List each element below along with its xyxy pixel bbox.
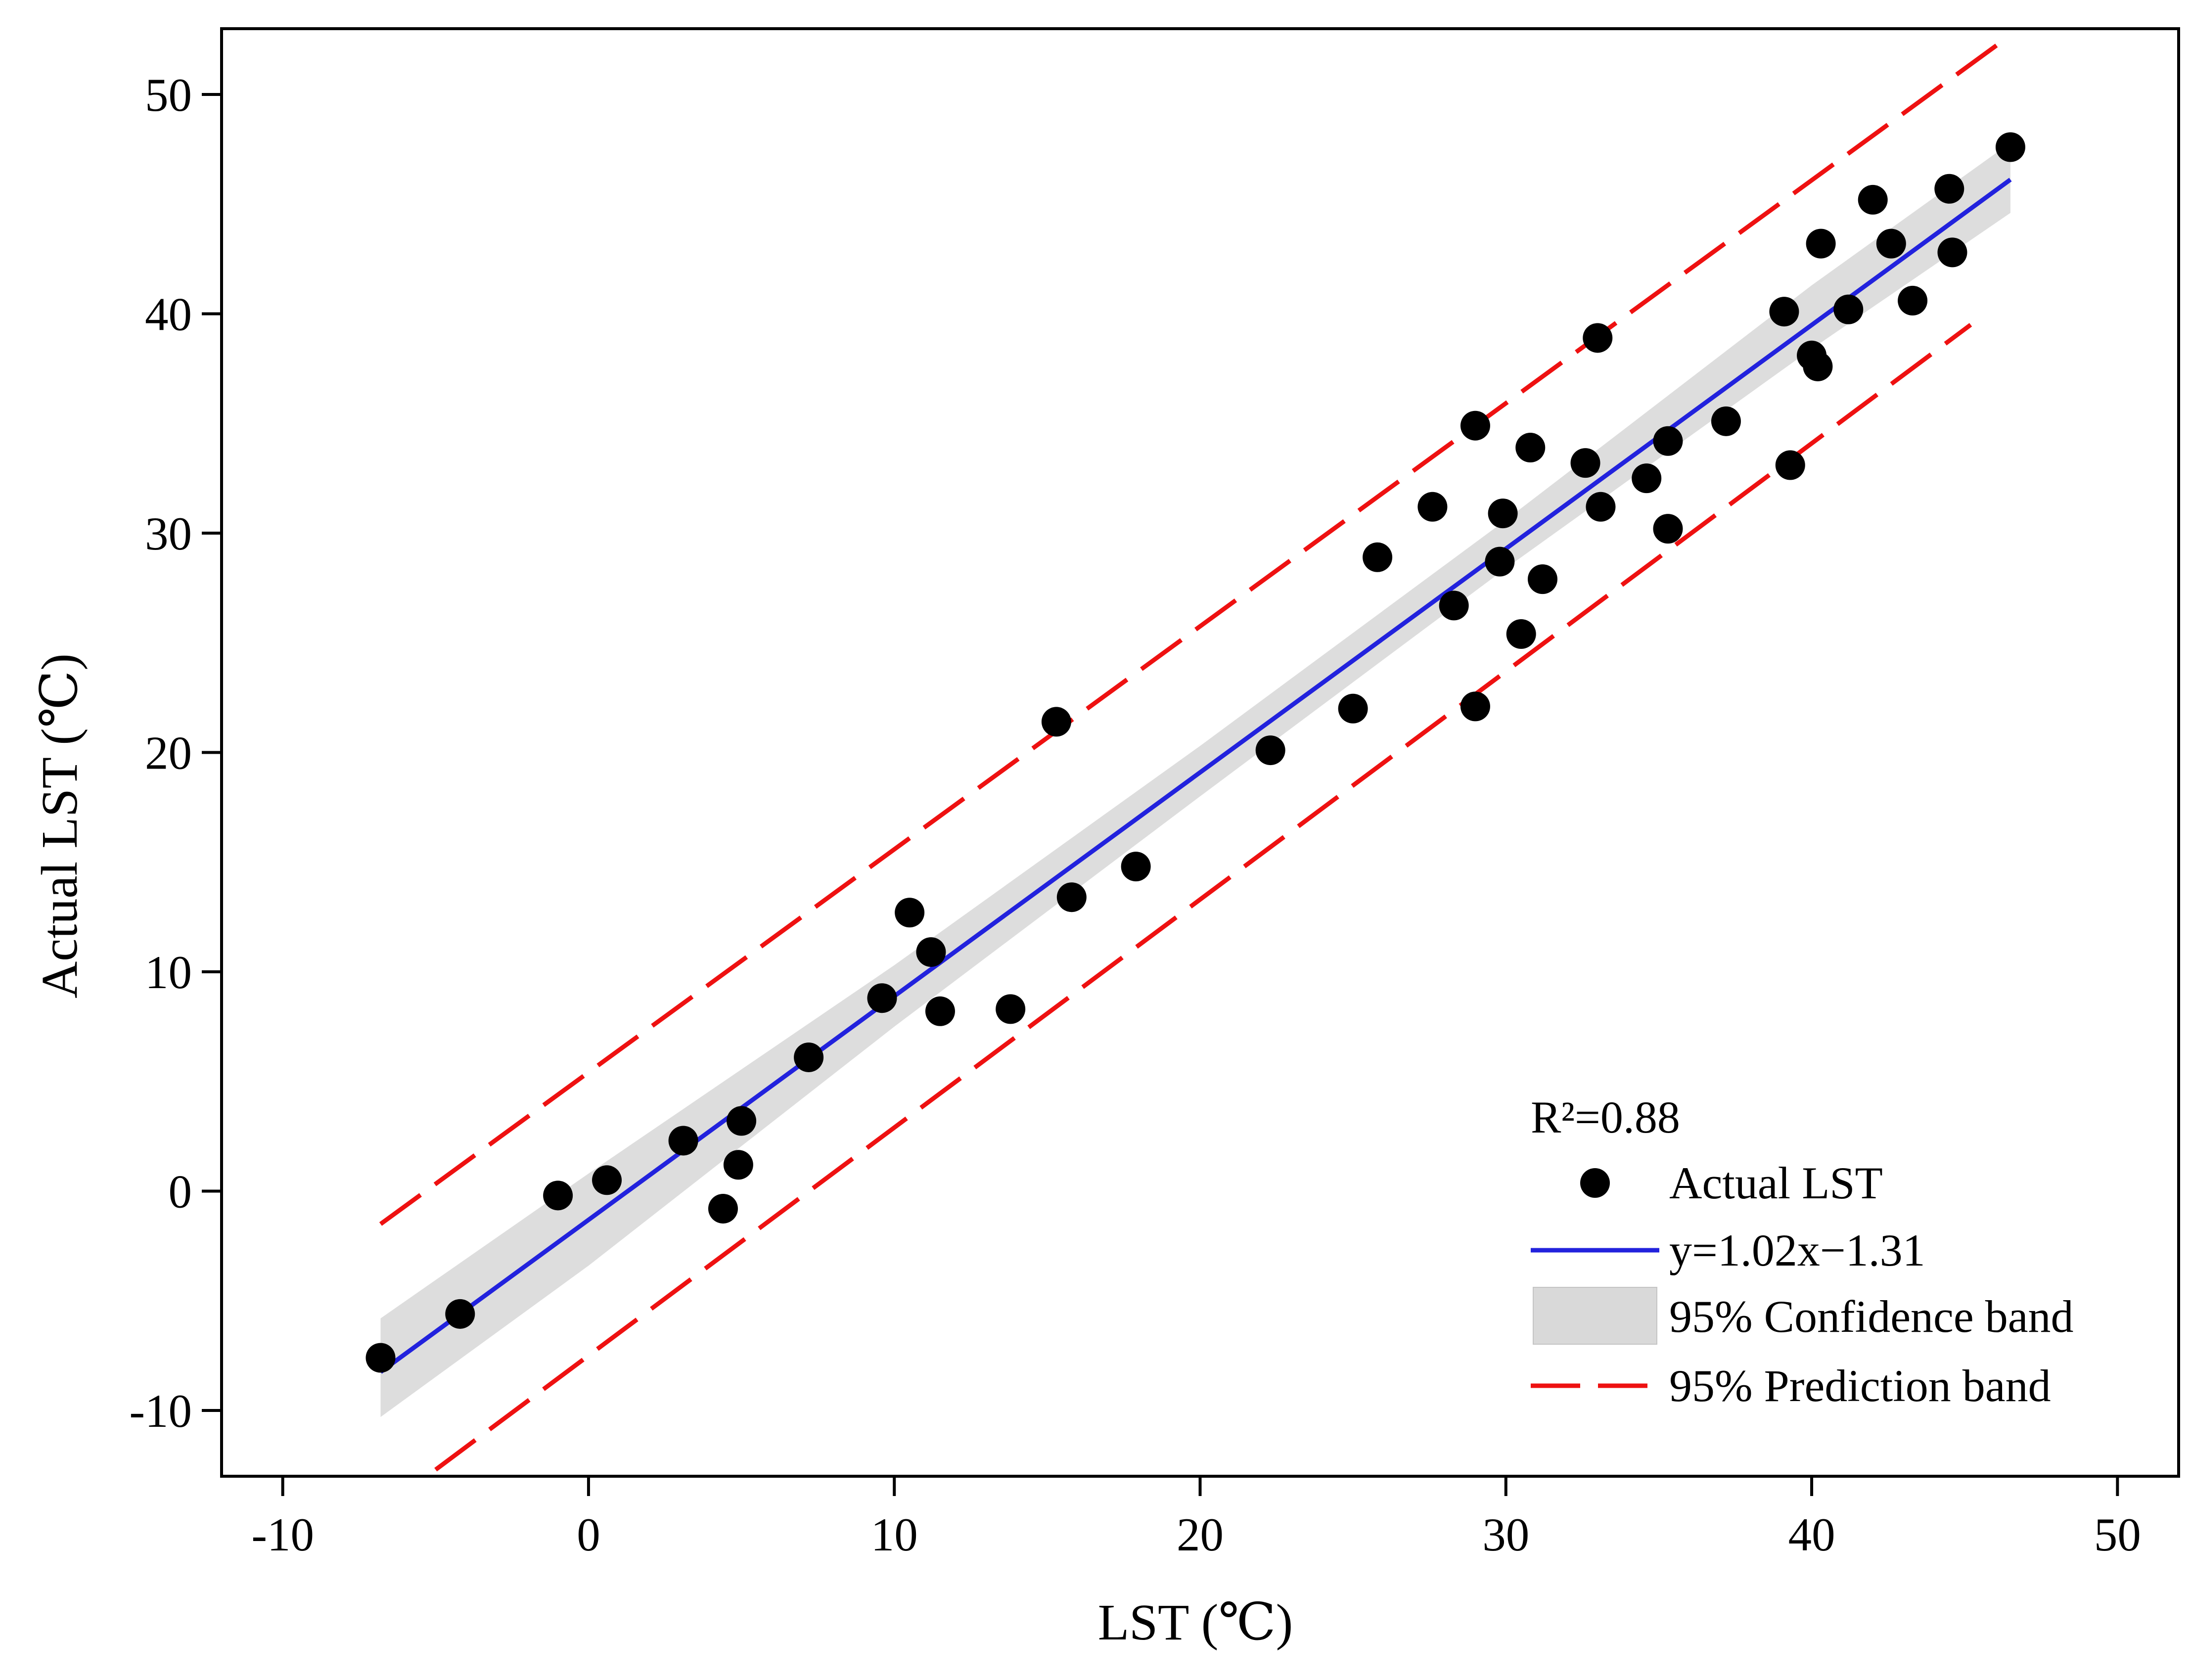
data-point	[1338, 693, 1368, 724]
x-tick-label: -10	[251, 1508, 314, 1561]
data-point	[1056, 882, 1087, 912]
data-point	[867, 983, 897, 1013]
y-tick-label: 30	[145, 507, 192, 560]
data-point	[708, 1193, 738, 1224]
legend: R²=0.88 Actual LST y=1.02x−1.31 95% Conf…	[1531, 1092, 2074, 1411]
data-point	[1570, 448, 1600, 478]
y-tick-label: 50	[145, 69, 192, 121]
data-point	[1515, 433, 1546, 463]
data-point	[895, 898, 925, 928]
data-point	[668, 1126, 698, 1156]
data-point	[543, 1181, 573, 1211]
data-point	[445, 1299, 475, 1329]
data-point	[1937, 237, 1967, 268]
x-tick-label: 40	[1788, 1508, 1835, 1561]
y-tick-label: 40	[145, 288, 192, 341]
data-point	[1775, 450, 1805, 480]
y-tick-label: 0	[169, 1165, 192, 1218]
legend-label-confidence-band: 95% Confidence band	[1669, 1291, 2074, 1342]
data-point	[1769, 297, 1799, 327]
regression-line	[379, 178, 2012, 1374]
data-point	[723, 1150, 753, 1180]
data-point	[996, 994, 1026, 1024]
x-axis-title: LST (℃)	[1098, 1594, 1293, 1651]
legend-symbol-actual-lst	[1580, 1168, 1610, 1198]
data-point	[1439, 590, 1469, 621]
legend-label-fit-line: y=1.02x−1.31	[1669, 1225, 1925, 1275]
data-point	[1527, 564, 1557, 594]
data-point	[1041, 707, 1071, 737]
r-squared-annotation: R²=0.88	[1531, 1092, 1680, 1142]
data-point	[1653, 426, 1683, 456]
data-point	[1711, 406, 1741, 436]
data-point	[916, 937, 946, 967]
data-point	[592, 1165, 622, 1195]
data-point	[925, 996, 955, 1026]
data-point	[1255, 735, 1285, 766]
data-point	[1506, 619, 1536, 649]
data-point	[1995, 132, 2025, 162]
x-tick-label: 10	[871, 1508, 918, 1561]
legend-symbol-confidence-band	[1533, 1287, 1657, 1345]
axes: -10 0 10 20 30 40 50 -10 0 10 20 30 40 50	[129, 27, 2180, 1561]
data-point	[794, 1042, 824, 1072]
plot-area	[365, 33, 2025, 1472]
legend-label-actual-lst: Actual LST	[1669, 1158, 1883, 1208]
x-tick-label: 0	[577, 1508, 600, 1561]
y-tick-label: -10	[129, 1385, 192, 1437]
data-point	[1586, 492, 1616, 522]
x-tick-label: 20	[1177, 1508, 1224, 1561]
data-point	[1121, 852, 1151, 882]
data-point	[1934, 174, 1964, 204]
data-point	[1833, 294, 1864, 324]
data-point	[1417, 492, 1448, 522]
data-point	[1632, 463, 1662, 494]
data-point	[1858, 184, 1888, 215]
data-point	[365, 1343, 396, 1373]
prediction-band-lower	[434, 323, 1972, 1472]
legend-label-prediction-band: 95% Prediction band	[1669, 1361, 2051, 1411]
data-point	[727, 1106, 757, 1136]
y-tick-label: 20	[145, 727, 192, 779]
data-point	[1653, 514, 1683, 544]
data-point	[1583, 323, 1613, 353]
confidence-band	[380, 142, 2010, 1417]
data-point	[1460, 410, 1490, 441]
data-point	[1485, 546, 1515, 577]
y-axis-title: Actual LST (℃)	[31, 653, 88, 999]
x-tick-label: 50	[2094, 1508, 2141, 1561]
data-point	[1876, 228, 1906, 259]
data-point	[1898, 285, 1928, 316]
data-point	[1488, 499, 1518, 529]
y-tick-label: 10	[145, 946, 192, 999]
data-point	[1363, 542, 1393, 572]
data-point	[1460, 691, 1490, 722]
data-point	[1806, 228, 1836, 259]
x-tick-label: 30	[1482, 1508, 1529, 1561]
data-point	[1803, 351, 1833, 381]
